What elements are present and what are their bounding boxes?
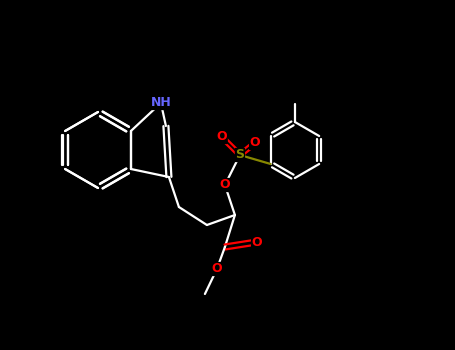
Text: O: O (212, 262, 222, 275)
Text: O: O (250, 136, 260, 149)
Text: S: S (235, 148, 244, 161)
Text: O: O (217, 131, 227, 144)
Text: NH: NH (151, 97, 171, 110)
Text: O: O (220, 178, 230, 191)
Text: O: O (252, 236, 262, 248)
